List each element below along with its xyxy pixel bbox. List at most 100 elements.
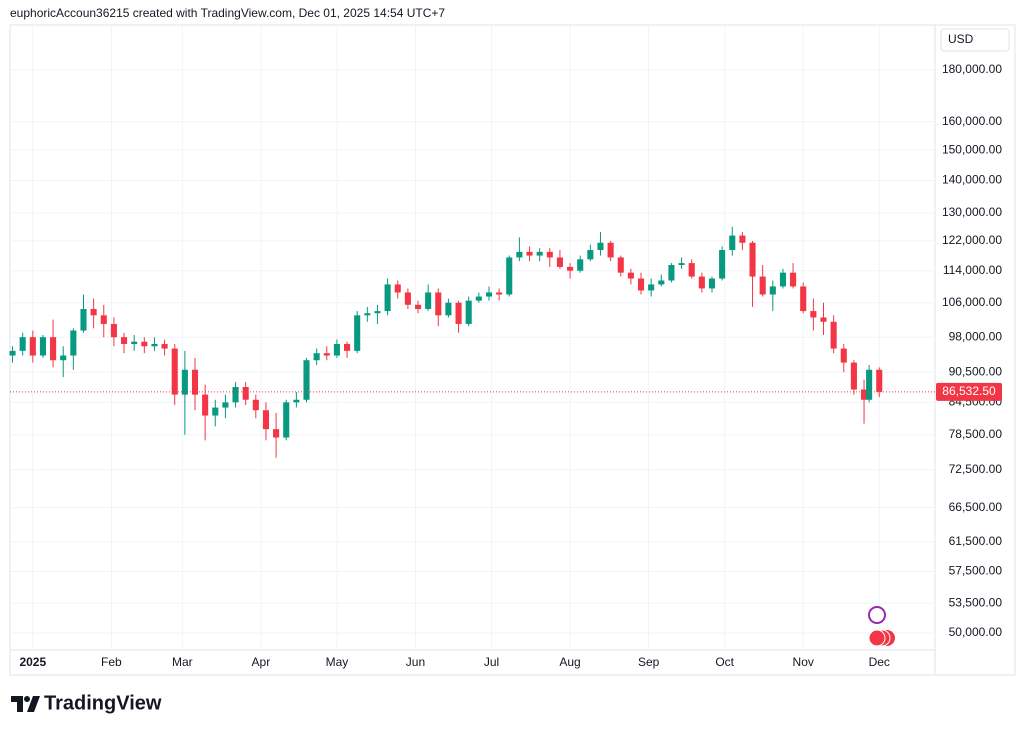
currency[interactable]: USD (948, 32, 974, 46)
candle-body (749, 242, 756, 277)
candle-body (516, 251, 523, 258)
candle-body (90, 308, 97, 316)
currency-box[interactable] (940, 28, 1010, 52)
candle-body (526, 251, 533, 256)
logo-mark (11, 696, 40, 712)
candle-body (708, 278, 716, 289)
candle-body (374, 311, 381, 314)
candle-body (810, 311, 817, 318)
candle-body (475, 296, 482, 301)
candle-body (729, 235, 736, 251)
logo-dot (24, 696, 30, 702)
candle-body (779, 272, 786, 287)
y-tick-label: 98,000.00 (949, 329, 1003, 343)
x-tick-label: Oct (715, 655, 734, 669)
candle-body (29, 337, 36, 356)
candle-body (759, 276, 766, 295)
candle-body (9, 350, 16, 356)
candle-body (242, 387, 249, 400)
y-tick-label: 72,500.00 (949, 462, 1003, 476)
logo-text: TradingView (44, 692, 162, 714)
candle-body (414, 304, 422, 309)
y-tick-label: 50,000.00 (949, 625, 1003, 639)
candle-body (678, 263, 685, 265)
candle-body (637, 278, 645, 291)
candle-body (617, 257, 624, 273)
candle-body (70, 330, 77, 356)
x-tick-label: Feb (101, 655, 122, 669)
candle-body (283, 402, 290, 438)
candle-body (587, 250, 594, 260)
x-tick-label: Mar (172, 655, 193, 669)
candle-body (161, 343, 168, 349)
y-tick-label: 66,500.00 (949, 500, 1003, 514)
candle-body (739, 235, 746, 243)
x-tick-label: 2025 (19, 655, 46, 669)
last-price-box (936, 382, 1002, 401)
candle-body (668, 264, 675, 281)
candle-body (485, 292, 493, 297)
candle-body (50, 337, 57, 361)
candle-body (273, 429, 280, 438)
candle-body (222, 402, 229, 408)
y-tick-label: 90,500.00 (949, 364, 1003, 378)
candle-body (121, 337, 128, 344)
y-tick-label: 150,000.00 (942, 142, 1002, 156)
y-tick-label: 122,000.00 (942, 233, 1002, 247)
candle-body (769, 286, 776, 295)
event-icon[interactable] (868, 629, 886, 647)
y-tick-label: 140,000.00 (942, 173, 1002, 187)
candle-body (719, 250, 726, 279)
candle-body (850, 362, 857, 390)
candle-body (354, 315, 361, 351)
logo: TradingView (11, 692, 162, 714)
y-tick-label: 114,000.00 (943, 263, 1002, 277)
candle-body (425, 292, 432, 309)
y-tick-label: 78,500.00 (949, 427, 1003, 441)
candle-body (876, 369, 883, 392)
candle-body (232, 387, 239, 403)
candle-body (455, 302, 462, 324)
candle-body (496, 292, 503, 295)
candle-body (627, 272, 634, 279)
candle-body (404, 292, 411, 305)
candle-body (344, 343, 351, 351)
y-tick-label: 106,000.00 (942, 295, 1002, 309)
x-tick-label: Dec (869, 655, 890, 669)
x-tick-label: Sep (638, 655, 660, 669)
candle-body (181, 369, 188, 395)
x-tick-label: Jun (406, 655, 425, 669)
candle-body (648, 284, 655, 291)
candle-body (556, 257, 563, 267)
candle-body (131, 341, 138, 344)
candle-body (313, 353, 320, 361)
candle-body (323, 353, 330, 356)
candle-body (861, 389, 868, 400)
x-tick-label: May (326, 655, 349, 669)
y-tick-label: 180,000.00 (942, 62, 1002, 76)
candle-body (171, 348, 178, 395)
y-tick-label: 53,500.00 (949, 595, 1003, 609)
candle-body (202, 394, 209, 416)
candle-body (80, 308, 87, 331)
candle-body (435, 292, 442, 316)
candle-body (60, 355, 67, 361)
candle-body (110, 323, 117, 338)
y-tick-label: 61,500.00 (949, 534, 1003, 548)
candle-body (445, 302, 452, 316)
candle-body (567, 266, 574, 271)
x-tick-label: Nov (793, 655, 814, 669)
event-icon[interactable] (868, 606, 886, 624)
candle-body (212, 407, 219, 416)
candle-body (384, 284, 391, 312)
candle-body (303, 360, 310, 400)
candle-body (252, 399, 259, 411)
candle-body (607, 242, 614, 258)
candle-body (394, 284, 401, 293)
y-tick-label: 130,000.00 (942, 205, 1002, 219)
candle-body (262, 410, 269, 430)
x-tick-label: Aug (559, 655, 580, 669)
candle-body (506, 257, 513, 295)
last-price-label: 86,532.50 (942, 384, 996, 398)
